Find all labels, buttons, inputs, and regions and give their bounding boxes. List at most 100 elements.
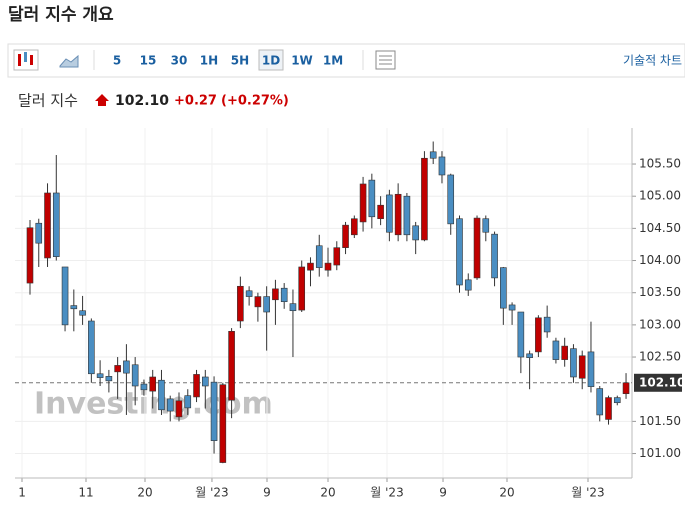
candle-body <box>52 192 60 257</box>
tech-chart-link[interactable]: 기술적 차트 <box>623 54 682 68</box>
selected-interval <box>258 49 284 71</box>
x-tick-label: 9 <box>439 486 447 500</box>
candle-body <box>377 204 384 220</box>
candle-body <box>184 395 192 409</box>
x-tick-label: 9 <box>263 486 271 500</box>
candle-body <box>35 222 43 244</box>
candle-body <box>438 156 446 176</box>
y-tick-label: 104.00 <box>639 253 681 267</box>
up-arrow <box>95 94 109 106</box>
candle-body <box>210 381 218 441</box>
candle-body <box>272 288 279 301</box>
last-price-label: 102.10 <box>639 375 685 389</box>
candle-body <box>351 218 358 236</box>
candle-body <box>491 233 498 279</box>
area-icon[interactable] <box>59 54 79 68</box>
candle-body <box>403 195 411 236</box>
candle-body <box>193 374 200 398</box>
candle-body <box>245 290 253 297</box>
candle-body <box>123 360 130 374</box>
candle-body <box>394 193 402 236</box>
interval-button[interactable]: 30 <box>171 54 188 68</box>
candle-body <box>289 303 297 312</box>
y-tick-label: 105.50 <box>639 157 681 171</box>
candle-body <box>201 376 209 387</box>
candle-body <box>315 245 323 268</box>
candle-body <box>131 364 139 387</box>
interval-button[interactable]: 1W <box>291 54 313 68</box>
candle-body <box>307 262 314 271</box>
candle-body <box>114 365 121 373</box>
candle-body <box>464 279 472 291</box>
x-tick-label: 월 '23 <box>571 486 604 500</box>
candle-body <box>587 351 595 387</box>
x-tick-label: 20 <box>499 486 514 500</box>
candle-body <box>96 373 104 378</box>
toolbar <box>7 43 685 78</box>
x-tick-label: 20 <box>137 486 152 500</box>
candle-body <box>254 296 262 308</box>
candle-body <box>105 376 113 382</box>
candle-body <box>622 382 630 395</box>
candle-body <box>228 331 235 401</box>
candle-body <box>70 305 78 310</box>
candle-body <box>421 157 428 241</box>
interval-button[interactable]: 1D <box>262 54 280 68</box>
candle-body <box>368 179 376 218</box>
y-tick-label: 105.00 <box>639 189 681 203</box>
candle-body <box>605 397 612 420</box>
interval-button[interactable]: 15 <box>140 54 157 68</box>
candle-body <box>44 192 51 259</box>
candle-body <box>596 388 604 416</box>
x-tick-label: 20 <box>320 486 335 500</box>
x-tick-label: 월 '23 <box>370 486 403 500</box>
interval-button[interactable]: 1H <box>200 54 218 68</box>
candle-body <box>386 194 393 233</box>
y-tick-label: 101.50 <box>639 414 681 428</box>
candle-body <box>158 379 165 411</box>
grid-icon[interactable] <box>375 50 396 70</box>
candle-body <box>79 310 86 316</box>
candle-body <box>342 224 349 248</box>
candle-icon[interactable] <box>13 49 39 71</box>
candle-body <box>526 353 533 358</box>
quote-name: 달러 지수 <box>18 92 78 110</box>
candle-body <box>543 316 551 333</box>
interval-button[interactable]: 1M <box>323 54 343 68</box>
candle-body <box>149 376 157 392</box>
candle-body <box>324 262 332 271</box>
candle-body <box>237 285 244 322</box>
x-tick-label: 월 '23 <box>195 486 228 500</box>
candle-body <box>26 227 34 284</box>
watermark: Investing.com <box>34 387 273 422</box>
candle-body <box>280 287 288 303</box>
candle-body <box>88 320 95 375</box>
candle-body <box>508 304 516 311</box>
candle-body <box>359 183 367 223</box>
candle-body <box>613 397 621 404</box>
candle-body <box>552 340 560 360</box>
candle-body <box>473 217 481 279</box>
candle-body <box>298 266 306 311</box>
y-tick-label: 104.50 <box>639 221 681 235</box>
candle-body <box>263 296 270 313</box>
y-tick-label: 101.00 <box>639 446 681 460</box>
x-tick-label: 1 <box>18 486 26 500</box>
plot-area <box>15 128 632 478</box>
candle-body <box>61 266 69 326</box>
quote-change-pct: (+0.27%) <box>221 94 289 109</box>
interval-button[interactable]: 5 <box>113 54 121 68</box>
page-title: 달러 지수 개요 <box>8 4 114 25</box>
interval-button[interactable]: 5H <box>231 54 249 68</box>
candle-body <box>482 218 490 233</box>
y-tick-label: 103.00 <box>639 317 681 331</box>
y-tick-label: 102.50 <box>639 350 681 364</box>
candle-body <box>333 247 341 266</box>
candle-body <box>535 317 542 353</box>
candle-body <box>412 225 419 241</box>
candle-body <box>500 267 507 309</box>
candle-body <box>429 151 437 159</box>
candle-body <box>517 311 525 358</box>
